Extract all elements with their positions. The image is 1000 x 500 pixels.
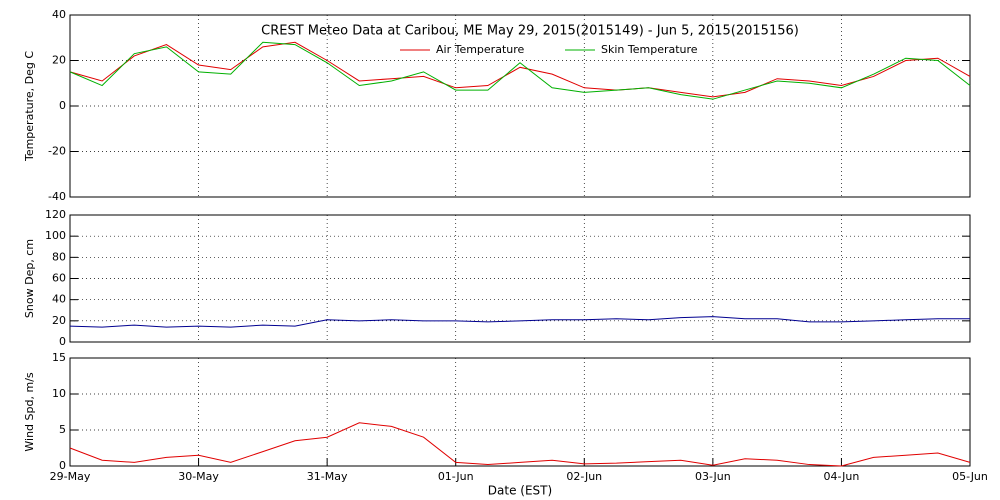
plot-frame bbox=[69, 14, 971, 198]
series-line bbox=[69, 422, 971, 467]
y-tick-label: 20 bbox=[52, 314, 66, 327]
y-tick-label: 80 bbox=[52, 250, 66, 263]
series-line bbox=[69, 41, 971, 100]
plot-frame bbox=[69, 357, 971, 467]
x-tick-label: 03-Jun bbox=[695, 470, 731, 483]
y-tick-label: 40 bbox=[52, 293, 66, 306]
y-tick-label: -40 bbox=[48, 190, 66, 203]
x-tick-label: 01-Jun bbox=[438, 470, 474, 483]
y-tick-label: 0 bbox=[59, 99, 66, 112]
chart-title: CREST Meteo Data at Caribou, ME May 29, … bbox=[261, 24, 799, 39]
y-tick-label: 15 bbox=[52, 351, 66, 364]
x-tick-label: 29-May bbox=[50, 470, 91, 483]
x-tick-label: 05-Jun bbox=[952, 470, 988, 483]
y-axis-label: Temperature, Deg C bbox=[23, 51, 36, 162]
y-tick-label: 120 bbox=[45, 208, 66, 221]
y-tick-label: 0 bbox=[59, 335, 66, 348]
y-tick-label: 0 bbox=[59, 459, 66, 472]
y-tick-label: 20 bbox=[52, 54, 66, 67]
y-tick-label: 60 bbox=[52, 272, 66, 285]
y-tick-label: 10 bbox=[52, 387, 66, 400]
x-tick-label: 02-Jun bbox=[566, 470, 602, 483]
y-axis-label: Wind Spd, m/s bbox=[23, 372, 36, 452]
plot-frame bbox=[69, 214, 971, 343]
legend-label: Skin Temperature bbox=[601, 43, 698, 56]
series-line bbox=[69, 316, 970, 328]
y-tick-label: 40 bbox=[52, 8, 66, 21]
y-axis-label: Snow Dep, cm bbox=[23, 239, 36, 318]
x-tick-label: 04-Jun bbox=[824, 470, 860, 483]
legend-label: Air Temperature bbox=[436, 43, 525, 56]
x-tick-label: 31-May bbox=[307, 470, 348, 483]
series-line bbox=[69, 41, 971, 98]
x-axis-label: Date (EST) bbox=[488, 484, 552, 498]
x-tick-label: 30-May bbox=[178, 470, 219, 483]
y-tick-label: 100 bbox=[45, 229, 66, 242]
y-tick-label: -20 bbox=[48, 145, 66, 158]
y-tick-label: 5 bbox=[59, 423, 66, 436]
